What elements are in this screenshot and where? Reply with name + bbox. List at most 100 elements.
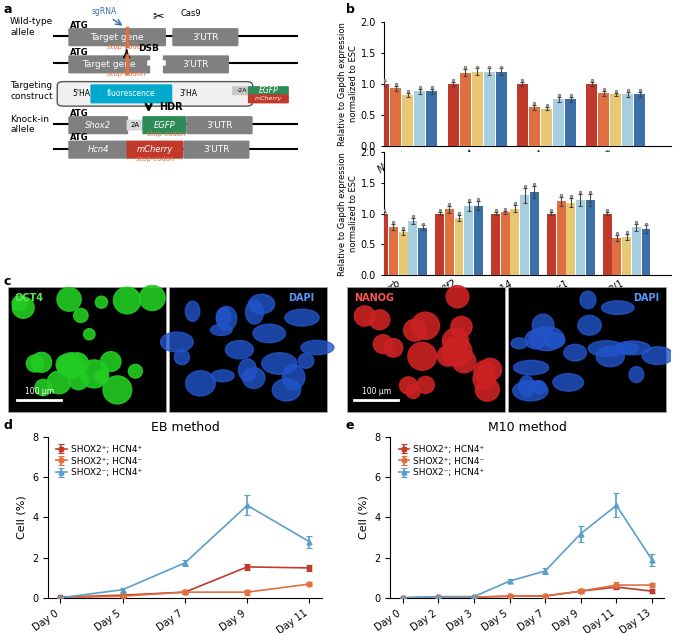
Point bbox=[472, 61, 483, 72]
Text: ATG: ATG bbox=[70, 109, 88, 118]
Circle shape bbox=[438, 346, 458, 366]
Bar bbox=[508, 287, 666, 412]
FancyBboxPatch shape bbox=[163, 55, 229, 73]
Point bbox=[378, 205, 389, 215]
Bar bbox=[389, 227, 398, 275]
Legend: SHOX2⁺; HCN4⁺, SHOX2⁺; HCN4⁻, SHOX2⁻; HCN4⁺: SHOX2⁺; HCN4⁺, SHOX2⁺; HCN4⁻, SHOX2⁻; HC… bbox=[395, 441, 488, 481]
Ellipse shape bbox=[532, 380, 546, 394]
Text: DAPI: DAPI bbox=[633, 292, 660, 303]
Bar bbox=[491, 214, 500, 275]
Bar bbox=[378, 84, 389, 146]
Title: M10 method: M10 method bbox=[488, 421, 567, 434]
Circle shape bbox=[95, 370, 108, 384]
Text: 3'UTR: 3'UTR bbox=[206, 121, 233, 130]
FancyBboxPatch shape bbox=[58, 82, 253, 106]
Circle shape bbox=[354, 306, 375, 326]
Ellipse shape bbox=[642, 347, 673, 365]
Ellipse shape bbox=[285, 309, 319, 326]
Text: c: c bbox=[3, 275, 11, 289]
Ellipse shape bbox=[525, 330, 545, 349]
Ellipse shape bbox=[249, 294, 275, 314]
Point bbox=[610, 85, 621, 96]
Text: mCherry: mCherry bbox=[255, 96, 282, 101]
Point bbox=[496, 61, 507, 72]
Ellipse shape bbox=[186, 301, 200, 322]
Text: ATG: ATG bbox=[70, 134, 88, 142]
Ellipse shape bbox=[174, 349, 190, 365]
Text: HDR: HDR bbox=[159, 102, 182, 112]
Y-axis label: Relative to Gapdh expression
normalized to ESC: Relative to Gapdh expression normalized … bbox=[338, 22, 358, 146]
Ellipse shape bbox=[216, 308, 231, 325]
Circle shape bbox=[26, 355, 44, 372]
Ellipse shape bbox=[262, 353, 297, 374]
Point bbox=[473, 194, 484, 204]
Ellipse shape bbox=[225, 341, 253, 359]
Circle shape bbox=[475, 378, 499, 401]
Point bbox=[584, 187, 595, 197]
Point bbox=[484, 61, 495, 72]
Text: 100 μm: 100 μm bbox=[362, 387, 391, 396]
Ellipse shape bbox=[529, 327, 564, 351]
Circle shape bbox=[74, 308, 88, 322]
Circle shape bbox=[95, 296, 108, 308]
Ellipse shape bbox=[238, 359, 256, 381]
Point bbox=[640, 218, 651, 229]
Ellipse shape bbox=[272, 379, 301, 401]
Circle shape bbox=[446, 285, 469, 308]
Text: DAPI: DAPI bbox=[288, 292, 314, 303]
Text: stop codon: stop codon bbox=[136, 156, 174, 162]
Text: stop codon: stop codon bbox=[108, 71, 146, 77]
Point bbox=[390, 78, 401, 89]
Text: 3'UTR: 3'UTR bbox=[203, 145, 229, 154]
Point bbox=[434, 205, 445, 215]
Point bbox=[601, 205, 612, 215]
Ellipse shape bbox=[601, 301, 634, 315]
Bar bbox=[529, 108, 540, 146]
Bar bbox=[586, 200, 595, 275]
Bar bbox=[414, 91, 425, 146]
Text: Shox2: Shox2 bbox=[85, 121, 111, 130]
Text: ATG: ATG bbox=[70, 48, 88, 57]
Point bbox=[444, 199, 455, 209]
Text: EGFP: EGFP bbox=[258, 86, 278, 95]
Ellipse shape bbox=[629, 367, 644, 382]
Text: OCT4: OCT4 bbox=[15, 292, 44, 303]
Point bbox=[565, 90, 576, 100]
Point bbox=[519, 181, 530, 191]
Bar bbox=[447, 84, 459, 146]
Circle shape bbox=[373, 335, 393, 354]
Bar bbox=[530, 192, 538, 275]
FancyBboxPatch shape bbox=[248, 86, 289, 95]
Bar bbox=[510, 209, 519, 275]
Bar bbox=[557, 201, 566, 275]
Circle shape bbox=[66, 353, 88, 374]
Text: sgRNA: sgRNA bbox=[92, 8, 117, 16]
Point bbox=[553, 90, 564, 100]
Bar bbox=[612, 239, 621, 275]
Ellipse shape bbox=[301, 341, 334, 354]
Point bbox=[427, 82, 438, 92]
Ellipse shape bbox=[553, 373, 584, 391]
Bar bbox=[586, 84, 597, 146]
Bar bbox=[634, 94, 645, 146]
Point bbox=[402, 85, 413, 96]
Point bbox=[541, 100, 552, 110]
Circle shape bbox=[103, 376, 132, 404]
Point bbox=[378, 75, 389, 85]
FancyBboxPatch shape bbox=[184, 141, 249, 159]
Text: Target gene: Target gene bbox=[90, 33, 144, 42]
Bar bbox=[517, 84, 528, 146]
Text: NANOG: NANOG bbox=[353, 292, 394, 303]
Circle shape bbox=[406, 385, 420, 399]
Title: EB method: EB method bbox=[151, 421, 219, 434]
Point bbox=[586, 75, 597, 85]
Bar bbox=[460, 73, 471, 146]
Bar bbox=[603, 214, 612, 275]
Point bbox=[448, 75, 459, 85]
Bar bbox=[642, 229, 651, 275]
Bar bbox=[435, 214, 444, 275]
Point bbox=[500, 204, 511, 214]
Bar bbox=[408, 221, 417, 275]
Circle shape bbox=[32, 353, 51, 372]
Bar bbox=[632, 227, 640, 275]
